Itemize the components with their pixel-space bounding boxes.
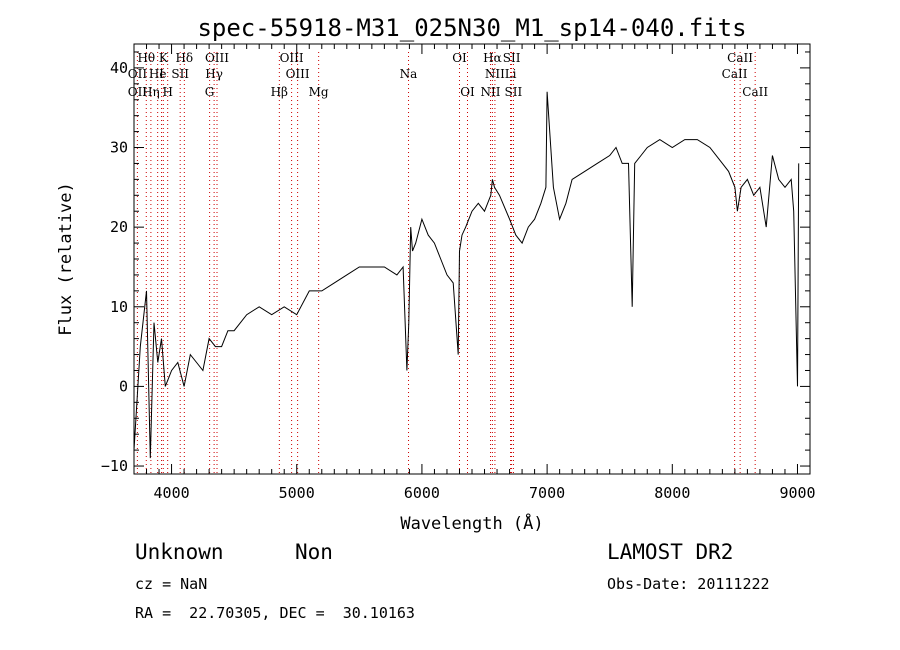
line-marker-label-22: G (205, 85, 215, 99)
line-marker-label-2: Hδ (175, 51, 193, 65)
y-tick-label-3: 20 (110, 218, 128, 236)
y-axis: −10 0 10 20 30 40 (101, 51, 810, 475)
y-tick-label-5: 40 (110, 59, 128, 77)
line-marker-label-4: OIII (280, 51, 304, 65)
line-marker-label-28: CaII (742, 85, 768, 99)
x-tick-label-3: 7000 (529, 484, 565, 502)
line-marker-label-18: CaII (722, 67, 748, 81)
chart-title: spec-55918-M31_025N30_M1_sp14-040.fits (197, 14, 746, 42)
line-marker-label-19: OII (128, 85, 148, 99)
line-marker-label-17: Li (505, 67, 517, 81)
x-tick-label-4: 8000 (654, 484, 690, 502)
line-marker-label-14: OIII (286, 67, 310, 81)
observation-date: Obs-Date: 20111222 (607, 575, 770, 593)
line-marker-label-12: SII (171, 67, 189, 81)
line-marker-label-8: CaII (727, 51, 753, 65)
y-tick-label-4: 30 (110, 139, 128, 157)
x-axis-label: Wavelength (Å) (400, 512, 543, 534)
x-axis: 4000 5000 6000 7000 8000 9000 (146, 44, 816, 502)
line-marker-label-13: Hγ (205, 67, 223, 81)
line-marker-label-11: I (159, 67, 164, 81)
line-marker-label-15: Na (400, 67, 418, 81)
line-marker-label-6: Hα (483, 51, 502, 65)
line-marker-label-16: NII (485, 67, 505, 81)
line-marker-label-3: OIII (205, 51, 229, 65)
y-tick-label-2: 10 (110, 298, 128, 316)
survey-name: LAMOST DR2 (607, 540, 734, 564)
x-tick-label-2: 6000 (404, 484, 440, 502)
line-marker-label-5: OI (452, 51, 467, 65)
spectrum-line (133, 91, 800, 459)
line-marker-label-10: He (149, 67, 167, 81)
spectral-line-markers (136, 52, 756, 474)
redshift-cz: cz = NaN (135, 575, 208, 593)
line-marker-label-20: Hη (142, 85, 160, 99)
line-marker-label-26: NII (481, 85, 501, 99)
object-subclass: Non (295, 540, 333, 564)
x-tick-label-0: 4000 (154, 484, 190, 502)
line-marker-label-7: SII (503, 51, 521, 65)
object-class: Unknown (135, 540, 224, 564)
ra-dec-coordinates: RA = 22.70305, DEC = 30.10163 (135, 604, 415, 622)
line-marker-label-0: Hθ (137, 51, 155, 65)
y-axis-label: Flux (relative) (56, 182, 76, 336)
y-tick-label-0: −10 (101, 457, 128, 475)
line-marker-label-9: OII (128, 67, 148, 81)
line-marker-label-1: K (159, 51, 169, 65)
line-marker-label-27: SII (505, 85, 523, 99)
line-marker-label-25: OI (460, 85, 475, 99)
line-marker-label-23: Hβ (271, 85, 288, 99)
x-tick-label-5: 9000 (779, 484, 815, 502)
y-tick-label-1: 0 (119, 377, 128, 395)
plot-frame (133, 43, 811, 475)
line-marker-label-24: Mg (309, 85, 329, 99)
line-marker-label-21: H (162, 85, 172, 99)
x-tick-label-1: 5000 (279, 484, 315, 502)
